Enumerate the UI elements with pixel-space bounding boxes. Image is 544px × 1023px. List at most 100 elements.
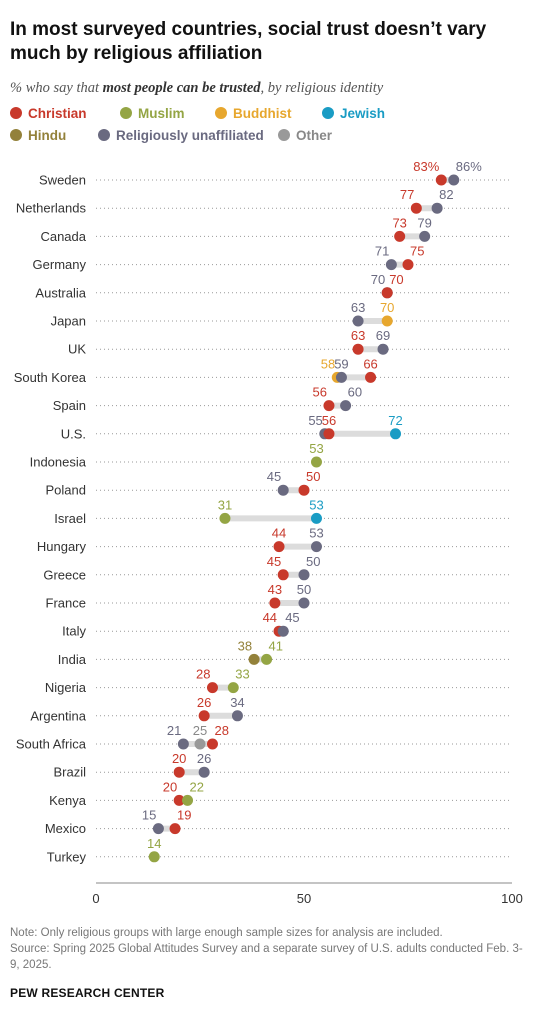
country-label: Japan xyxy=(51,314,86,329)
dot-religiously-unaffiliated xyxy=(310,541,322,553)
dot-christian xyxy=(352,343,364,355)
dot-jewish xyxy=(390,428,402,440)
value-label: 28 xyxy=(214,723,228,738)
legend-label: Other xyxy=(296,128,333,143)
row-argentina: Argentina 26 34 xyxy=(30,695,512,723)
legend-item-other: Other xyxy=(278,128,332,143)
dot-muslim xyxy=(227,682,239,694)
value-label: 45 xyxy=(267,554,281,569)
dot-christian xyxy=(169,823,181,835)
value-label: 72 xyxy=(388,413,402,428)
legend-item-christian: Christian xyxy=(10,106,87,121)
value-label: 59 xyxy=(334,356,348,371)
value-label: 71 xyxy=(375,244,389,259)
value-label: 28 xyxy=(196,667,210,682)
dot-religiously-unaffiliated xyxy=(152,823,164,835)
legend-swatch xyxy=(278,129,290,141)
dot-plot: Sweden 83% 86% Netherlands 77 82 Canada 73 79 Ger… xyxy=(14,160,523,906)
brand-logo-text: PEW RESEARCH CENTER xyxy=(10,986,165,1000)
country-label: Indonesia xyxy=(30,455,87,470)
dot-christian xyxy=(323,428,335,440)
country-label: India xyxy=(58,652,87,667)
country-label: Poland xyxy=(46,483,86,498)
value-label: 14 xyxy=(147,836,161,851)
x-tick-label: 100 xyxy=(501,891,523,906)
row-indonesia: Indonesia 53 xyxy=(30,441,512,470)
legend-label: Hindu xyxy=(28,128,67,143)
row-netherlands: Netherlands 77 82 xyxy=(16,187,512,216)
value-label: 58 xyxy=(321,356,335,371)
value-label: 86% xyxy=(456,160,482,174)
dot-religiously-unaffiliated xyxy=(419,230,431,242)
row-sweden: Sweden 83% 86% xyxy=(39,160,512,188)
value-label: 70 xyxy=(389,272,403,287)
value-label: 56 xyxy=(322,413,336,428)
row-south-africa: South Africa 21 25 28 xyxy=(16,723,512,752)
legend-swatch xyxy=(322,107,334,119)
value-label: 75 xyxy=(410,244,424,259)
dot-jewish xyxy=(310,512,322,524)
source-text: Source: Spring 2025 Global Attitudes Sur… xyxy=(10,943,523,971)
dot-religiously-unaffiliated xyxy=(385,259,397,271)
dot-religiously-unaffiliated xyxy=(352,315,364,327)
legend-label: Muslim xyxy=(138,106,185,121)
value-label: 73 xyxy=(392,215,406,230)
dot-christian xyxy=(173,794,185,806)
country-label: Turkey xyxy=(47,849,87,864)
legend-label: Religiously unaffiliated xyxy=(116,128,264,143)
row-hungary: Hungary 44 53 xyxy=(37,526,512,554)
row-nigeria: Nigeria 28 33 xyxy=(45,667,512,695)
dot-religiously-unaffiliated xyxy=(448,174,460,186)
value-label: 20 xyxy=(163,779,177,794)
value-label: 44 xyxy=(272,526,286,541)
row-france: France 43 50 xyxy=(46,582,512,611)
dot-muslim xyxy=(219,512,231,524)
dot-christian xyxy=(323,400,335,412)
value-label: 82 xyxy=(439,187,453,202)
dot-hindu xyxy=(248,653,260,665)
value-label: 22 xyxy=(190,779,204,794)
value-label: 70 xyxy=(371,272,385,287)
legend-swatch xyxy=(120,107,132,119)
row-spain: Spain 56 60 xyxy=(53,385,512,413)
dot-christian xyxy=(394,230,406,242)
subtitle-emphasis: most people can be trusted xyxy=(102,80,261,96)
country-label: Israel xyxy=(54,511,86,526)
dot-religiously-unaffiliated xyxy=(277,484,289,496)
value-label: 26 xyxy=(197,751,211,766)
dot-religiously-unaffiliated xyxy=(198,766,210,778)
x-tick-label: 50 xyxy=(297,891,311,906)
country-label: Netherlands xyxy=(16,201,87,216)
dot-christian xyxy=(273,541,285,553)
value-label: 43 xyxy=(268,582,282,597)
dot-religiously-unaffiliated xyxy=(277,625,289,637)
legend-swatch xyxy=(10,107,22,119)
value-label: 25 xyxy=(193,723,207,738)
dot-religiously-unaffiliated xyxy=(340,400,352,412)
value-label: 50 xyxy=(306,554,320,569)
row-italy: Italy 44 45 xyxy=(62,610,512,639)
subtitle-suffix: , by religious identity xyxy=(260,80,384,96)
value-label: 66 xyxy=(363,356,377,371)
value-label: 34 xyxy=(230,695,244,710)
subtitle-prefix: % who say that xyxy=(10,80,103,96)
value-label: 60 xyxy=(348,385,362,400)
dot-christian xyxy=(277,569,289,581)
legend-item-buddhist: Buddhist xyxy=(215,106,292,121)
value-label: 77 xyxy=(400,187,414,202)
country-label: U.S. xyxy=(61,426,86,441)
dot-religiously-unaffiliated xyxy=(377,343,389,355)
row-greece: Greece 45 50 xyxy=(43,554,512,582)
dot-muslim xyxy=(261,653,273,665)
dot-religiously-unaffiliated xyxy=(335,371,347,383)
value-label: 79 xyxy=(417,215,431,230)
value-label: 26 xyxy=(197,695,211,710)
country-label: Kenya xyxy=(49,793,87,808)
note-text: Note: Only religious groups with large e… xyxy=(10,927,443,939)
value-label: 83% xyxy=(413,160,439,174)
country-label: South Africa xyxy=(16,737,87,752)
value-label: 53 xyxy=(309,526,323,541)
value-label: 21 xyxy=(167,723,181,738)
